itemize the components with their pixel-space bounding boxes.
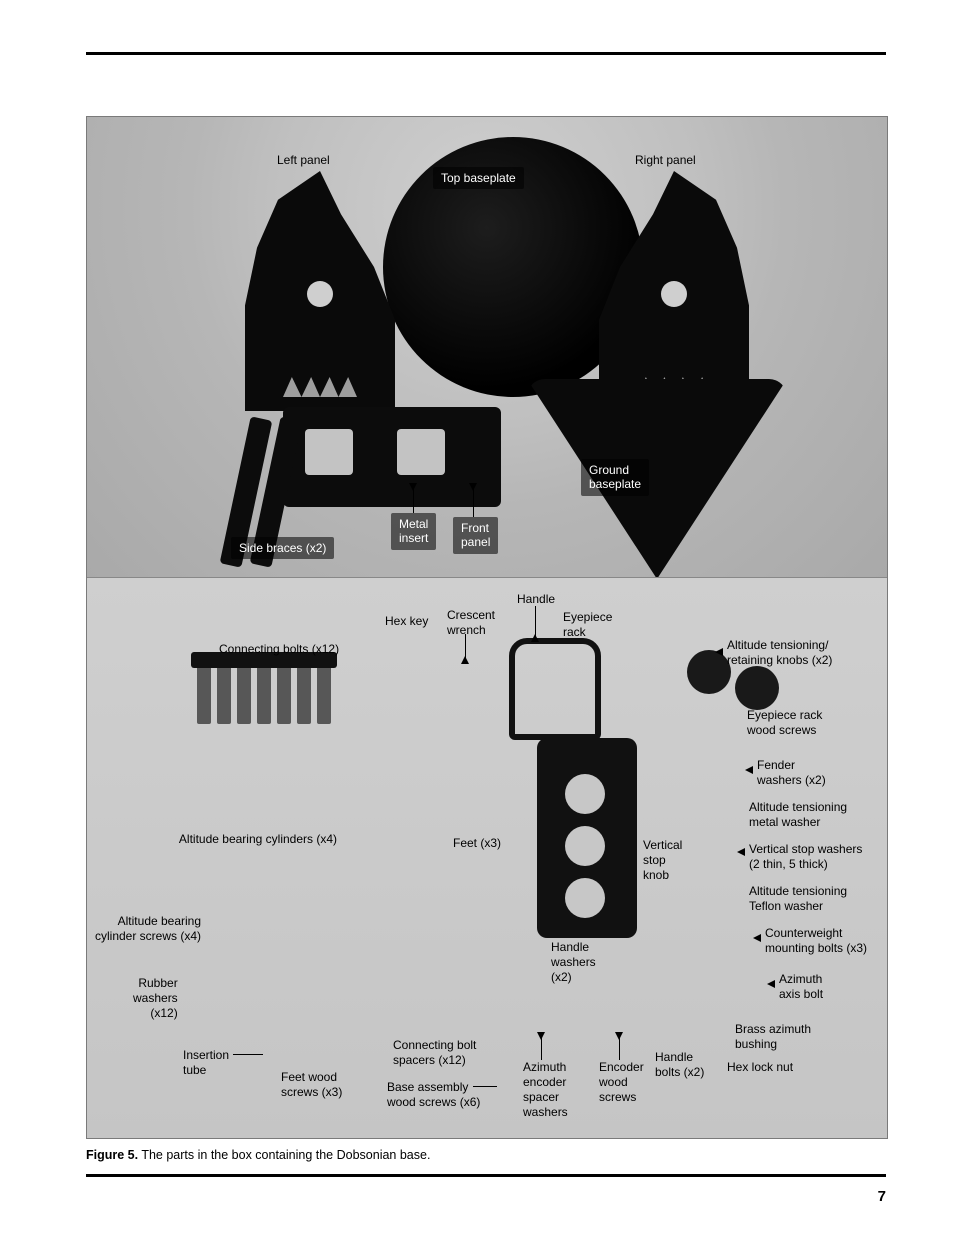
page: Left panel Right panel Top baseplate Gro… — [0, 0, 954, 1235]
arrow-icon — [531, 634, 539, 642]
arrow-icon — [767, 980, 775, 988]
label-alt-tension-knobs: Altitude tensioning/ retaining knobs (x2… — [727, 638, 832, 668]
label-metal-insert: Metal insert — [391, 513, 436, 550]
leader — [619, 1038, 620, 1060]
label-front-panel: Front panel — [453, 517, 498, 554]
figure-caption: Figure 5. The parts in the box containin… — [86, 1148, 430, 1162]
hole — [565, 826, 605, 866]
part-bolt — [217, 664, 231, 724]
part-ground-baseplate — [527, 379, 787, 577]
label-feet-wood-screws: Feet wood screws (x3) — [281, 1070, 342, 1100]
label-feet: Feet (x3) — [453, 836, 501, 851]
figure-5: Left panel Right panel Top baseplate Gro… — [86, 116, 888, 1139]
figure-caption-text: The parts in the box containing the Dobs… — [138, 1148, 430, 1162]
figure-upper-photo: Left panel Right panel Top baseplate Gro… — [87, 117, 887, 577]
arrow-icon — [745, 766, 753, 774]
label-counterweight-bolts: Counterweight mounting bolts (x3) — [765, 926, 867, 956]
leader — [535, 606, 536, 636]
label-eyepiece-rack: Eyepiece rack — [563, 610, 612, 640]
label-hex-lock-nut: Hex lock nut — [727, 1060, 793, 1075]
arrow-icon — [753, 934, 761, 942]
label-insertion-tube: Insertion tube — [183, 1048, 229, 1078]
part-bolt — [197, 664, 211, 724]
figure-lower-photo: Handle Hex key Crescent wrench Eyepiece … — [87, 577, 887, 1138]
label-alt-tension-metal-washer: Altitude tensioning metal washer — [749, 800, 847, 830]
figure-caption-bold: Figure 5. — [86, 1148, 138, 1162]
label-left-panel: Left panel — [277, 153, 330, 168]
label-eyepiece-rack-screws: Eyepiece rack wood screws — [747, 708, 822, 738]
label-base-assembly-screws: Base assembly wood screws (x6) — [387, 1080, 480, 1110]
part-handle — [509, 638, 601, 740]
label-encoder-wood-screws: Encoder wood screws — [599, 1060, 644, 1105]
bottom-rule — [86, 1174, 886, 1177]
leader — [473, 489, 474, 517]
label-crescent-wrench: Crescent wrench — [447, 608, 495, 638]
part-bolt — [257, 664, 271, 724]
leader — [541, 1038, 542, 1060]
arrow-icon — [537, 1032, 545, 1040]
part-knob — [687, 650, 731, 694]
leader — [473, 1086, 497, 1087]
label-vertical-stop-knob: Vertical stop knob — [643, 838, 682, 883]
label-azimuth-encoder-spacer-washers: Azimuth encoder spacer washers — [523, 1060, 568, 1120]
label-top-baseplate: Top baseplate — [433, 167, 524, 189]
part-front-panel — [283, 407, 501, 507]
label-side-braces: Side braces (x2) — [231, 537, 334, 559]
label-azimuth-axis-bolt: Azimuth axis bolt — [779, 972, 823, 1002]
arrow-icon — [615, 1032, 623, 1040]
part-left-panel — [245, 171, 395, 411]
label-handle-washers: Handle washers (x2) — [551, 940, 596, 985]
leader — [233, 1054, 263, 1055]
label-connecting-bolt-spacers: Connecting bolt spacers (x12) — [393, 1038, 476, 1068]
label-ground-baseplate: Ground baseplate — [581, 459, 649, 496]
label-rubber-washers: Rubber washers (x12) — [133, 976, 178, 1021]
label-handle-bolts: Handle bolts (x2) — [655, 1050, 704, 1080]
arrow-icon — [737, 848, 745, 856]
hole — [565, 774, 605, 814]
label-alt-tension-teflon-washer: Altitude tensioning Teflon washer — [749, 884, 847, 914]
part-bolt — [237, 664, 251, 724]
label-connecting-bolts: Connecting bolts (x12) — [219, 642, 389, 657]
top-rule — [86, 52, 886, 55]
label-vertical-stop-washers: Vertical stop washers (2 thin, 5 thick) — [749, 842, 862, 872]
arrow-icon — [461, 656, 469, 664]
arrow-icon — [715, 648, 723, 656]
part-bolt — [317, 664, 331, 724]
label-fender-washers: Fender washers (x2) — [757, 758, 826, 788]
arrow-icon — [469, 483, 477, 491]
label-handle: Handle — [517, 592, 555, 607]
part-knob — [735, 666, 779, 710]
page-number: 7 — [878, 1188, 886, 1205]
label-right-panel: Right panel — [635, 153, 696, 168]
label-alt-bearing-cylinders: Altitude bearing cylinders (x4) — [157, 832, 337, 847]
arrow-icon — [409, 483, 417, 491]
part-bolt — [297, 664, 311, 724]
leader — [413, 489, 414, 513]
hole — [565, 878, 605, 918]
leader — [465, 634, 466, 658]
label-alt-bearing-cyl-screws: Altitude bearing cylinder screws (x4) — [95, 914, 201, 944]
part-bolt — [277, 664, 291, 724]
label-hex-key: Hex key — [385, 614, 428, 629]
label-brass-azimuth-bushing: Brass azimuth bushing — [735, 1022, 811, 1052]
